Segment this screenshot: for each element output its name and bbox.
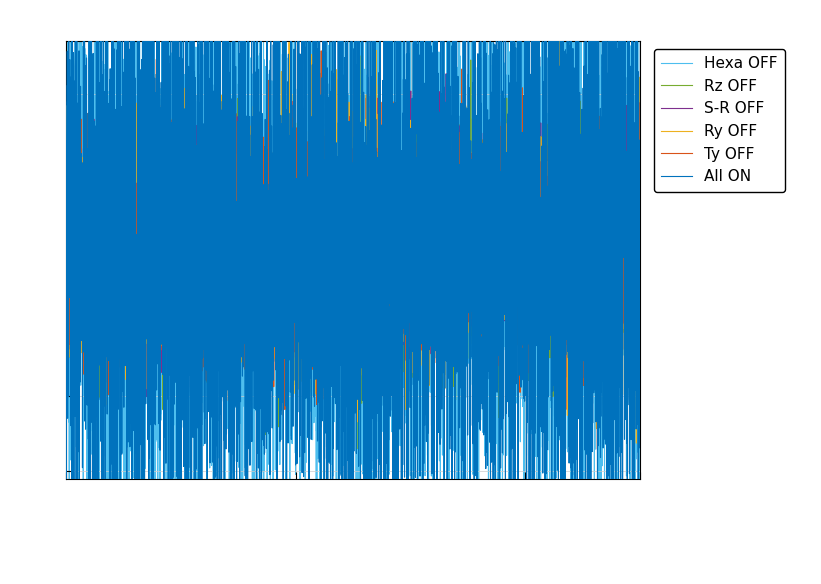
- Hexa OFF: [635, 427, 645, 434]
- Ry OFF: [165, 268, 175, 275]
- Rz OFF: [438, 20, 448, 27]
- Ty OFF: [593, 446, 603, 453]
- Rz OFF: [534, 307, 544, 314]
- Ty OFF: [635, 183, 645, 190]
- All ON: [165, 183, 175, 190]
- S-R OFF: [406, 214, 415, 221]
- S-R OFF: [281, 208, 291, 215]
- Hexa OFF: [534, 328, 544, 335]
- Rz OFF: [61, 225, 71, 232]
- S-R OFF: [635, 276, 645, 283]
- Ty OFF: [434, 311, 444, 318]
- Hexa OFF: [489, 282, 499, 289]
- All ON: [406, 132, 415, 139]
- S-R OFF: [434, 161, 444, 168]
- Ry OFF: [61, 193, 71, 200]
- Ry OFF: [380, 440, 390, 447]
- All ON: [281, 48, 291, 55]
- Ty OFF: [281, 214, 291, 221]
- S-R OFF: [61, 297, 71, 304]
- Rz OFF: [434, 93, 444, 100]
- Ty OFF: [406, 276, 415, 283]
- Ty OFF: [489, 172, 499, 179]
- Hexa OFF: [281, 144, 291, 151]
- All ON: [534, 116, 544, 123]
- All ON: [434, 191, 444, 198]
- Ry OFF: [406, 246, 415, 253]
- Line: S-R OFF: S-R OFF: [66, 74, 640, 419]
- Rz OFF: [165, 203, 175, 210]
- S-R OFF: [441, 70, 451, 77]
- Line: Rz OFF: Rz OFF: [66, 23, 640, 449]
- Ty OFF: [534, 239, 544, 246]
- Ty OFF: [163, 36, 172, 43]
- Hexa OFF: [61, 375, 71, 382]
- Line: Ty OFF: Ty OFF: [66, 39, 640, 449]
- All ON: [489, 259, 499, 266]
- Hexa OFF: [165, 198, 175, 205]
- S-R OFF: [217, 416, 227, 423]
- S-R OFF: [489, 241, 499, 248]
- Ry OFF: [489, 162, 499, 169]
- Rz OFF: [489, 295, 499, 302]
- Ty OFF: [165, 303, 175, 310]
- Ry OFF: [534, 226, 544, 233]
- Hexa OFF: [406, 305, 415, 312]
- Line: Ry OFF: Ry OFF: [66, 2, 640, 444]
- Rz OFF: [352, 446, 362, 453]
- Ry OFF: [434, 253, 444, 260]
- Rz OFF: [635, 187, 645, 194]
- Ry OFF: [555, 0, 565, 5]
- Ry OFF: [280, 187, 290, 194]
- Rz OFF: [406, 176, 415, 183]
- Legend: Hexa OFF, Rz OFF, S-R OFF, Ry OFF, Ty OFF, All ON: Hexa OFF, Rz OFF, S-R OFF, Ry OFF, Ty OF…: [654, 48, 786, 192]
- Ry OFF: [635, 220, 645, 227]
- Line: All ON: All ON: [66, 0, 640, 584]
- All ON: [635, 5, 645, 12]
- Rz OFF: [280, 189, 290, 196]
- Ty OFF: [61, 186, 71, 193]
- Line: Hexa OFF: Hexa OFF: [66, 0, 640, 584]
- S-R OFF: [534, 237, 544, 244]
- All ON: [61, 82, 71, 89]
- Hexa OFF: [434, 192, 444, 199]
- S-R OFF: [165, 269, 175, 276]
